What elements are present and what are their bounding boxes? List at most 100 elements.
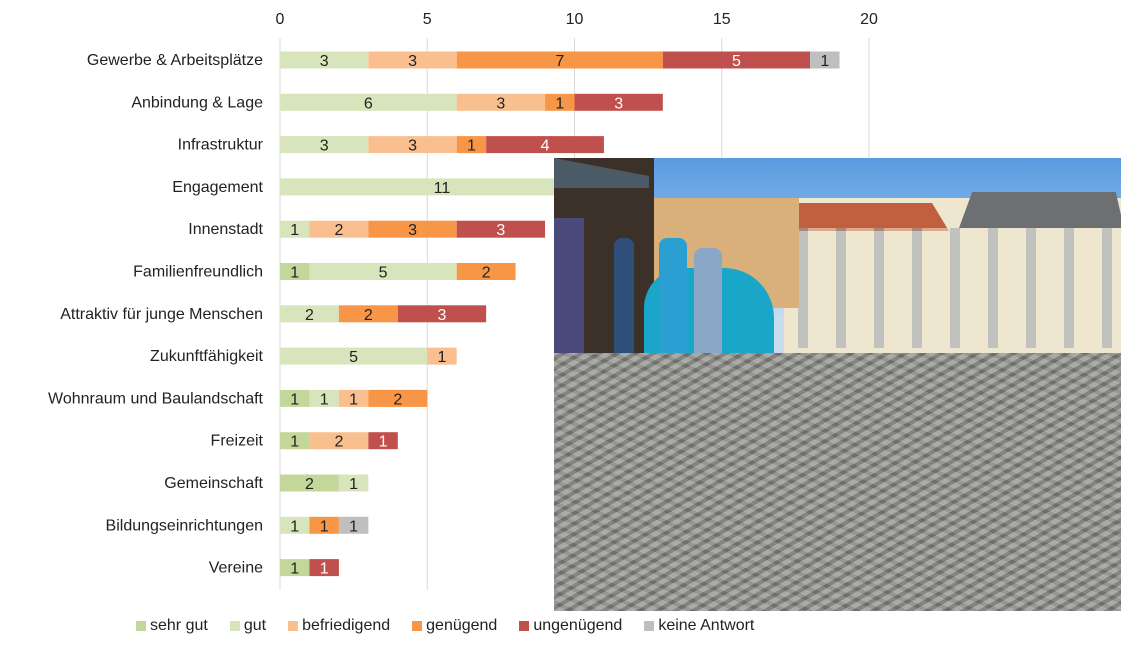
category-label: Freizeit [211,433,264,450]
bar-segment [280,178,604,196]
x-tick-label: 10 [566,11,584,28]
data-label: 2 [364,307,373,324]
legend-label: sehr gut [150,617,208,634]
bar-segment [397,305,487,323]
data-label: 1 [438,349,447,366]
category-label: Vereine [209,560,263,577]
category-label: Wohnraum und Baulandschaft [48,390,264,407]
bar-segment [309,559,339,577]
bar-segment [280,263,310,280]
legend-label: keine Antwort [658,617,755,634]
data-label: 1 [349,518,358,535]
bar-segment [338,389,369,407]
bar-segment [368,389,428,407]
data-label: 2 [482,265,491,282]
market-square-photo [554,158,1121,611]
bar-segment [486,136,604,154]
bar-segment [662,51,811,69]
bar-segment [309,263,457,280]
category-label: Bildungseinrichtungen [106,517,263,534]
data-label: 1 [290,222,299,239]
bar-segment [280,136,369,154]
data-label: 2 [393,391,402,408]
legend-swatch [412,621,423,631]
legend-label: gut [243,617,267,634]
bar-segment [545,93,575,111]
category-label: Familienfreundlich [133,264,263,281]
data-label: 3 [408,53,417,70]
bar-segment [280,389,310,407]
data-label: 3 [496,222,505,239]
data-label: 7 [555,53,564,70]
data-label: 6 [364,95,373,112]
bar-segment [280,559,310,577]
bar-segment [456,51,663,69]
legend-swatch [644,621,655,631]
legend-label: genügend [426,617,498,634]
data-label: 2 [334,434,343,451]
data-label: 2 [305,307,314,324]
legend-swatch [136,621,146,631]
legend-swatch [288,621,299,631]
legend-item: ungenügend [519,617,622,635]
data-label: 1 [320,518,329,535]
bar-segment [280,516,310,534]
bar-segment [280,474,339,492]
bar-segment [280,51,369,69]
x-tick-label: 15 [713,11,731,28]
data-label: 1 [467,138,476,155]
category-label: Infrastruktur [178,137,264,154]
data-label: 1 [290,561,299,578]
bar-segment [368,220,457,238]
legend-item: keine Antwort [644,617,754,635]
legend-swatch [519,621,530,631]
bar-segment [368,51,457,69]
bar-segment [338,305,398,323]
bar-segment [338,516,369,534]
data-label: 1 [320,561,329,578]
data-label: 2 [305,476,314,493]
category-label: Anbindung & Lage [131,94,263,111]
data-label: 4 [541,138,550,155]
data-label: 1 [320,391,329,408]
data-label: 3 [438,307,447,324]
bar-segment [309,220,369,238]
legend-item: befriedigend [288,617,390,635]
bar-segment [309,432,369,450]
legend-label: befriedigend [302,617,391,634]
bar-segment [456,136,487,154]
bar-segment [309,516,339,534]
bar-segment [456,93,546,111]
bar-segment [280,93,457,111]
legend-swatch [229,621,240,631]
bar-segment [368,432,398,450]
data-label: 3 [408,222,417,239]
category-label: Gemeinschaft [164,475,263,492]
data-label: 3 [320,53,329,70]
bar-segment [280,220,310,238]
legend-item: genügend [412,617,497,635]
data-label: 1 [349,391,358,408]
data-label: 3 [320,138,329,155]
data-label: 3 [614,95,623,112]
category-label: Engagement [172,179,263,196]
data-label: 3 [408,138,417,155]
data-label: 1 [349,476,358,493]
bar-segment [427,347,457,365]
bar-segment [810,51,840,69]
data-label: 1 [290,434,299,451]
x-tick-label: 5 [423,11,432,28]
category-label: Gewerbe & Arbeitsplätze [87,52,263,69]
bar-segment [456,263,516,280]
x-tick-label: 20 [860,11,878,28]
bar-segment [574,93,663,111]
x-tick-label: 0 [276,11,285,28]
bar-segment [280,432,310,450]
data-label: 5 [379,265,388,282]
legend-item: gut [229,617,267,635]
data-label: 1 [290,265,299,282]
data-label: 1 [290,391,299,408]
bar-segment [368,136,457,154]
bar-segment [338,474,369,492]
